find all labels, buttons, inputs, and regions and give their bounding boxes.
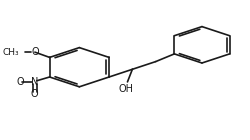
Text: O: O bbox=[31, 47, 38, 57]
Text: O: O bbox=[31, 89, 38, 99]
Text: O: O bbox=[16, 77, 24, 87]
Text: OH: OH bbox=[118, 84, 133, 94]
Text: CH₃: CH₃ bbox=[3, 48, 20, 57]
Text: N: N bbox=[31, 77, 38, 87]
